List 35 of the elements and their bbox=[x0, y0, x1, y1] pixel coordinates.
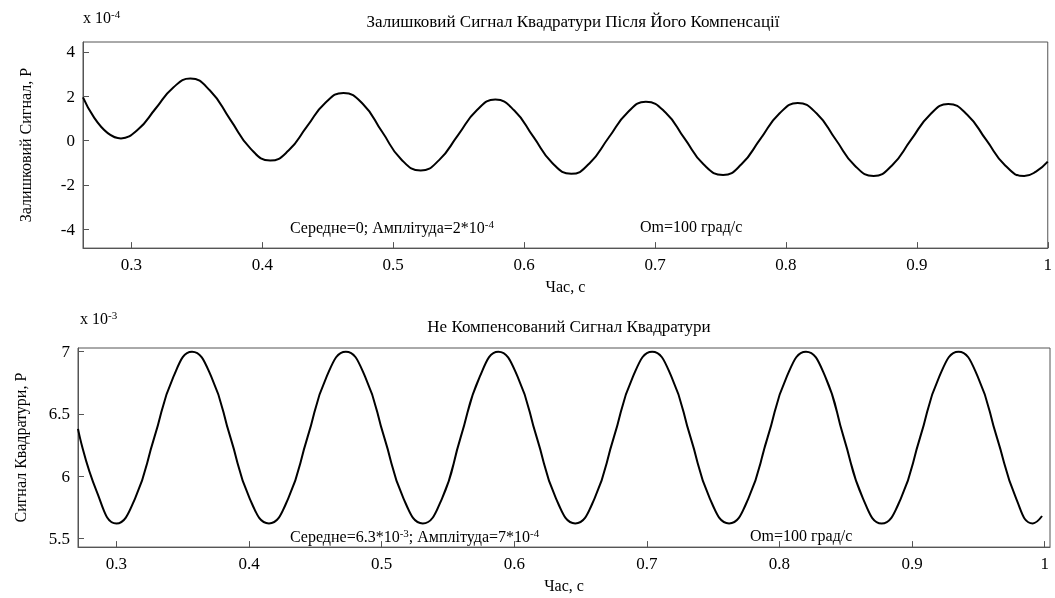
x-tick-label: 0.8 bbox=[775, 255, 797, 275]
x-tick-label: 0.8 bbox=[768, 554, 791, 574]
annotation: Om=100 град/с bbox=[640, 217, 743, 236]
x-tick-label: 0.5 bbox=[382, 255, 404, 275]
y-tick-label: -4 bbox=[60, 219, 76, 239]
y-tick-label: 7 bbox=[61, 342, 71, 362]
x-tick-label: 0.7 bbox=[636, 554, 658, 574]
chart-title: Не Компенсований Сигнал Квадратури bbox=[427, 317, 711, 336]
y-tick-label: 0 bbox=[66, 131, 75, 151]
x-tick-label: 0.6 bbox=[503, 554, 525, 574]
x-tick-label: 0.7 bbox=[644, 255, 667, 275]
y-tick-label: 5.5 bbox=[48, 528, 70, 548]
chart-title: Залишковий Сигнал Квадратури Після Його Компенсації bbox=[366, 12, 780, 31]
line-series bbox=[77, 350, 1044, 525]
x-axis-title: Час, с bbox=[545, 277, 586, 295]
x-axis-title: Час, с bbox=[544, 576, 584, 594]
x-tick-label: 0.3 bbox=[105, 554, 128, 574]
y-tick-label: 4 bbox=[66, 42, 76, 62]
x-tick-label: 0.9 bbox=[901, 554, 923, 574]
x-tick-label: 0.4 bbox=[238, 554, 261, 574]
annotation: Om=100 град/с bbox=[750, 526, 853, 545]
y-tick-label: 2 bbox=[66, 86, 75, 106]
x-tick-label: 0.9 bbox=[906, 255, 928, 275]
x-tick-label: 1 bbox=[1043, 255, 1052, 275]
y-axis-title: Залишковий Сигнал, Р bbox=[16, 67, 34, 223]
x-tick-label: 0.6 bbox=[513, 255, 535, 275]
x-tick-label: 0.3 bbox=[120, 255, 143, 275]
x-tick-label: 0.4 bbox=[251, 255, 274, 275]
y-axis-title: Сигнал Квадратури, Р bbox=[11, 372, 30, 523]
line-series bbox=[82, 77, 1049, 178]
x-tick-label: 0.5 bbox=[371, 554, 393, 574]
y-tick-label: 6.5 bbox=[48, 404, 70, 424]
y-tick-label: -2 bbox=[60, 175, 75, 195]
y-tick-label: 6 bbox=[61, 466, 70, 486]
x-tick-label: 1 bbox=[1040, 554, 1049, 574]
